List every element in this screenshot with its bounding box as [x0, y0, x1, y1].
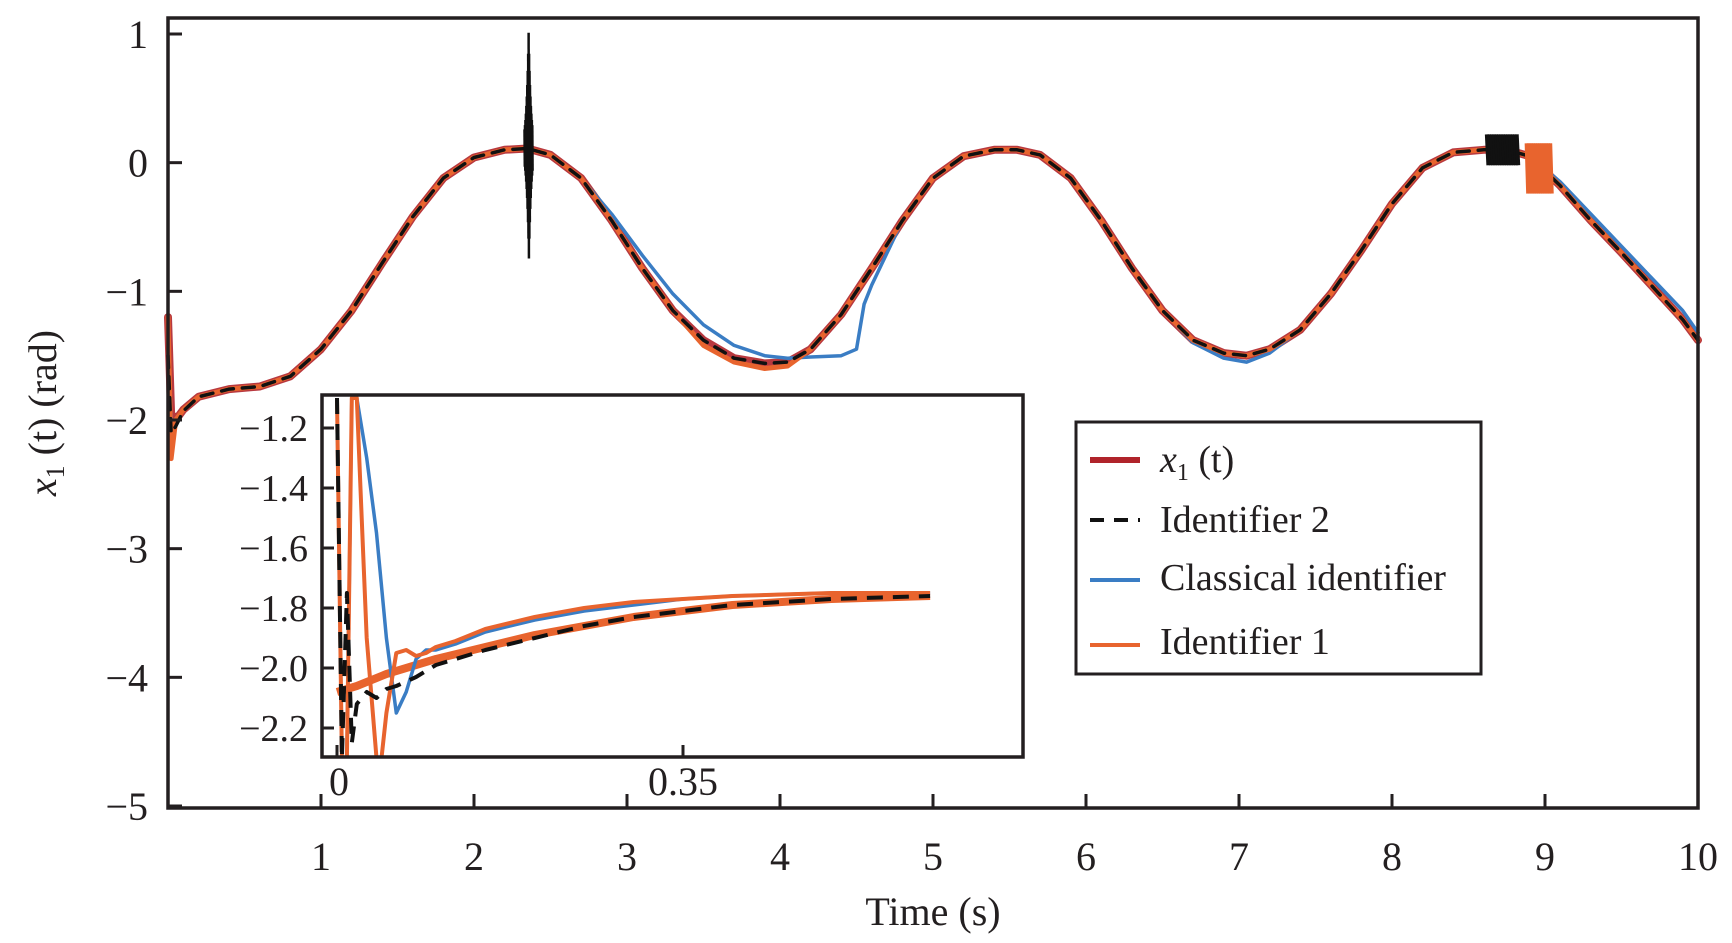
y-tick-label: −4 — [105, 655, 148, 700]
y-axis-label-sub: 1 — [41, 465, 70, 478]
legend-label-x1: x1 (t) — [1159, 439, 1234, 486]
legend-label-x1-var: x — [1159, 439, 1177, 481]
inset-background — [322, 395, 1023, 757]
oscillation-burst-identifier-1-t9 — [1527, 143, 1552, 193]
x-tick-label: 8 — [1382, 834, 1402, 879]
inset-y-tick-label: −2.0 — [239, 648, 308, 690]
x-tick-label: 10 — [1678, 834, 1718, 879]
x-tick-label: 4 — [770, 834, 790, 879]
x-tick-label: 7 — [1229, 834, 1249, 879]
legend-label-identifier-2: Identifier 2 — [1160, 499, 1330, 541]
x-tick-label: 3 — [617, 834, 637, 879]
legend-label-x1-sub: 1 — [1177, 460, 1189, 486]
y-tick-label: 1 — [128, 12, 148, 57]
y-tick-label: 0 — [128, 141, 148, 186]
inset-x-tick-label: 0.35 — [648, 759, 718, 804]
x-tick-label: 2 — [464, 834, 484, 879]
oscillation-burst-identifier-2-t2 — [524, 33, 532, 259]
x-tick-label: 5 — [923, 834, 943, 879]
legend-label-x1-rest: (t) — [1189, 439, 1234, 481]
legend-label-identifier-1: Identifier 1 — [1160, 621, 1330, 663]
inset-y-tick-label: −2.2 — [239, 708, 308, 750]
inset-x-tick-label: 0 — [329, 759, 349, 804]
inset-y-tick-label: −1.6 — [239, 528, 308, 570]
y-axis-label-var: x — [20, 478, 65, 497]
y-tick-label: −2 — [105, 398, 148, 443]
x-tick-label: 9 — [1535, 834, 1555, 879]
y-axis-label: x1 (t) (rad) — [20, 330, 70, 497]
inset-y-tick-label: −1.4 — [239, 468, 308, 510]
x-tick-label: 6 — [1076, 834, 1096, 879]
series-line-x1-t — [168, 149, 1698, 421]
y-tick-label: −3 — [105, 527, 148, 572]
y-axis-label-rest: (t) (rad) — [20, 330, 65, 465]
inset-y-tick-label: −1.8 — [239, 588, 308, 630]
y-tick-label: −1 — [105, 269, 148, 314]
series-line-identifier-2 — [168, 149, 1698, 433]
x-axis-label: Time (s) — [865, 889, 1000, 934]
series-line-classical-identifier — [168, 149, 1698, 421]
x-tick-label: 1 — [311, 834, 331, 879]
legend-label-classical-identifier: Classical identifier — [1160, 557, 1446, 599]
inset-y-tick-label: −1.2 — [239, 408, 308, 450]
y-tick-label: −5 — [105, 784, 148, 829]
oscillation-burst-identifier-2-t8 — [1487, 134, 1518, 165]
